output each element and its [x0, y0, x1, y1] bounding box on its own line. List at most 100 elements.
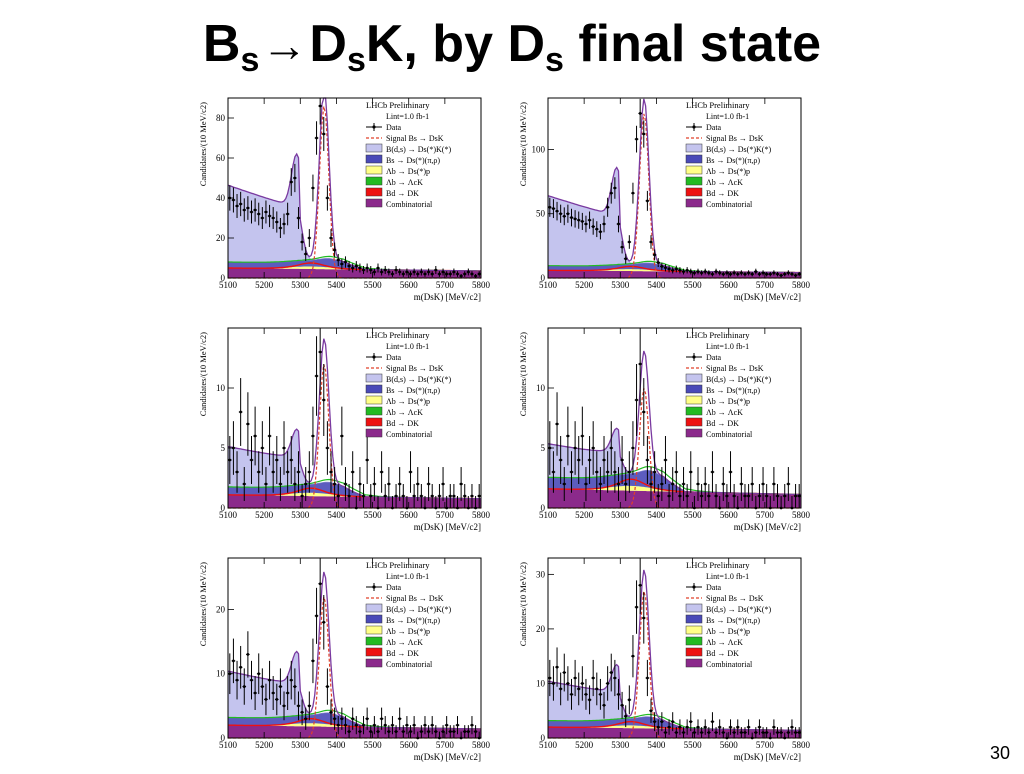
legend-item: Bd → DK	[685, 647, 739, 658]
data-point	[332, 707, 337, 730]
slide-number: 30	[989, 743, 1010, 763]
data-marker	[783, 494, 787, 498]
data-point	[743, 484, 747, 508]
data-point	[228, 436, 232, 484]
data-marker	[300, 494, 304, 498]
data-marker	[736, 272, 740, 276]
data-marker	[786, 271, 790, 275]
legend-swatch	[685, 614, 703, 624]
data-point	[645, 436, 650, 484]
data-point	[707, 727, 711, 738]
data-point	[246, 196, 250, 220]
data-marker	[617, 222, 620, 226]
x-tick-label: 5700	[756, 740, 775, 750]
data-point	[594, 451, 599, 493]
data-point	[699, 727, 704, 738]
data-marker	[416, 272, 420, 276]
data-point	[670, 267, 675, 274]
data-point	[444, 716, 449, 735]
legend-label: Bs → Ds(*)(π,ρ)	[386, 156, 440, 165]
data-marker	[761, 482, 765, 486]
legend-label: Data	[386, 583, 402, 592]
data-marker	[609, 671, 613, 674]
data-marker	[624, 482, 628, 486]
data-marker	[264, 698, 268, 701]
data-point	[340, 258, 344, 270]
data-point	[710, 271, 715, 277]
data-marker	[325, 196, 329, 200]
data-marker	[452, 494, 456, 498]
data-marker	[674, 470, 678, 474]
data-marker	[383, 723, 387, 727]
data-point	[660, 467, 664, 501]
data-point	[660, 262, 664, 271]
data-marker	[387, 730, 391, 733]
data-point	[405, 268, 409, 276]
data-point	[768, 271, 773, 277]
data-marker	[383, 268, 387, 272]
data-point	[728, 451, 733, 493]
legend-marker-dot	[372, 125, 376, 129]
data-point	[725, 270, 729, 276]
data-marker	[416, 482, 420, 486]
data-point	[638, 328, 642, 406]
title-part-b: B	[202, 15, 241, 73]
data-marker	[711, 272, 714, 276]
legend-item: Data	[366, 353, 402, 362]
data-point	[591, 659, 595, 697]
data-marker	[434, 268, 438, 272]
data-marker	[754, 270, 758, 273]
data-marker	[340, 717, 344, 721]
data-point	[674, 451, 679, 493]
data-marker	[599, 230, 602, 234]
data-marker	[409, 730, 412, 733]
data-marker	[246, 653, 250, 656]
data-point	[238, 191, 243, 217]
data-marker	[609, 446, 613, 450]
y-tick-label: 30	[536, 569, 546, 579]
data-point	[365, 436, 369, 484]
data-marker	[729, 272, 732, 276]
legend-label: Bd → DK	[706, 189, 739, 198]
data-marker	[275, 698, 279, 701]
data-point	[249, 436, 254, 484]
data-marker	[714, 270, 718, 273]
x-tick-label: 5600	[400, 740, 419, 750]
mass-fit-chart-4: 5100 5200 5300 5400 5500 5600 5700 5800 0 5 10 m(Ds…	[518, 327, 811, 532]
x-tick-label: 5500	[364, 280, 383, 290]
data-point	[260, 207, 265, 229]
legend-label: Signal Bs → DsK	[386, 364, 444, 373]
data-point	[735, 719, 740, 735]
data-marker	[758, 725, 761, 729]
legend-experiment: LHCb Preliminary	[366, 560, 430, 570]
legend-swatch	[365, 176, 383, 186]
data-point	[462, 725, 467, 738]
data-marker	[289, 678, 293, 682]
data-marker	[711, 470, 714, 474]
legend-label: B(d,s) → Ds(*)K(*)	[386, 605, 451, 614]
data-point	[623, 253, 628, 264]
data-point	[739, 270, 744, 276]
data-point	[558, 436, 563, 484]
data-point	[343, 256, 348, 268]
data-marker	[362, 723, 365, 727]
x-tick-label: 5200	[255, 740, 274, 750]
data-point	[307, 451, 312, 493]
data-marker	[613, 470, 617, 474]
bs-dpi-area	[228, 482, 481, 499]
legend-swatch	[365, 428, 383, 438]
data-point	[260, 421, 265, 475]
data-point	[641, 378, 646, 446]
data-marker	[354, 264, 358, 268]
data-marker	[329, 470, 333, 474]
data-point	[587, 211, 592, 229]
data-point	[448, 725, 453, 738]
data-marker	[692, 731, 696, 734]
x-tick-label: 5500	[364, 740, 383, 750]
data-marker	[729, 470, 732, 474]
data-marker	[344, 260, 347, 264]
data-marker	[591, 676, 595, 680]
data-point	[782, 484, 787, 508]
data-marker	[674, 731, 678, 734]
data-point	[721, 727, 726, 738]
